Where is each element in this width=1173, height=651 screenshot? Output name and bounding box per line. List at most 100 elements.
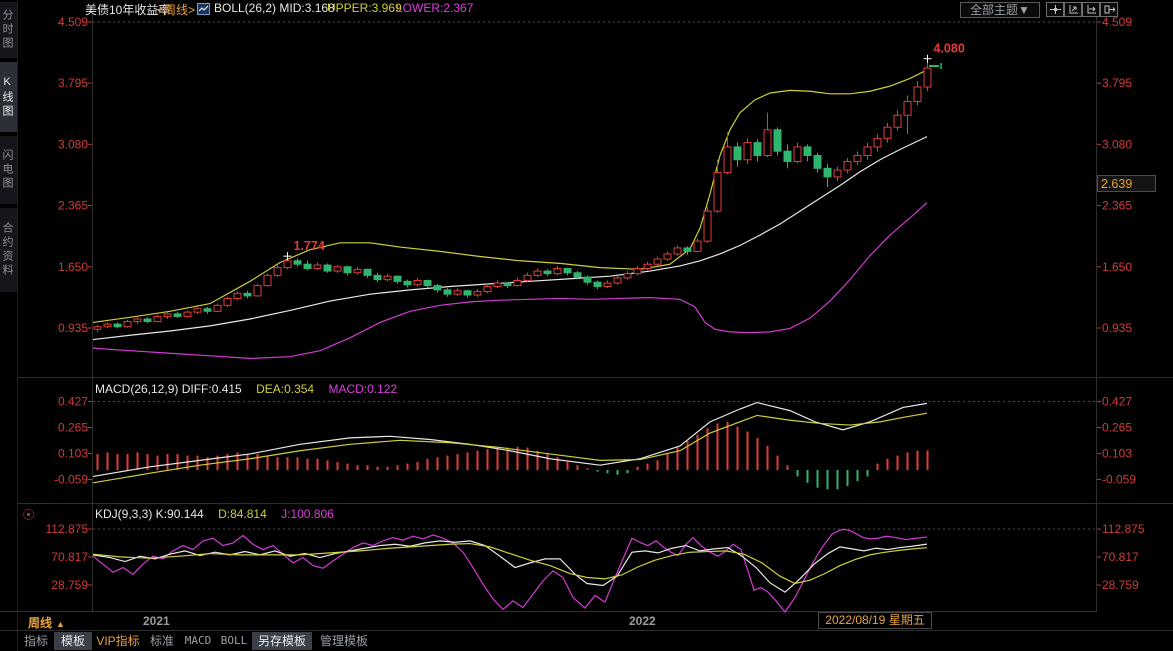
candle-body (93, 326, 102, 330)
pan-right-icon[interactable] (1100, 2, 1118, 17)
y-axis-label: 0.935 (58, 321, 88, 335)
candle-body (703, 210, 712, 242)
candle-body (213, 304, 222, 312)
tab-save-template[interactable]: 另存模板 (252, 632, 312, 650)
candle-body (843, 160, 852, 171)
candle-body (223, 297, 232, 306)
candle-body (883, 126, 892, 139)
candle-body (623, 273, 632, 279)
candle-body (413, 279, 422, 286)
candle-body (283, 260, 292, 269)
kdj-d-label: D:84.814 (218, 507, 267, 521)
sidebar-item-time-chart[interactable]: 分时图 (0, 2, 17, 58)
period-text: 周线 (28, 616, 53, 630)
candle-body (153, 315, 162, 323)
candle-body (893, 114, 902, 128)
y-axis-label: 3.080 (1102, 137, 1132, 151)
y-axis-label: 4.509 (58, 15, 88, 29)
x-axis-year-label: 2021 (143, 614, 170, 628)
candle-body (233, 292, 242, 299)
candle-body (273, 267, 282, 276)
macd-dea-line (92, 412, 928, 484)
macd-panel-header: MACD(26,12,9) DIFF:0.415 DEA:0.354 MACD:… (95, 382, 408, 396)
y-axis-label: 0.427 (58, 394, 88, 408)
macd-diff-label: MACD(26,12,9) DIFF:0.415 (95, 382, 242, 396)
indicator-marker-icon[interactable] (23, 509, 34, 520)
kdj-panel-header: KDJ(9,3,3) K:90.144 D:84.814 J:100.806 (95, 507, 345, 521)
candle-body (833, 169, 842, 178)
macd-value-label: MACD:0.122 (328, 382, 398, 396)
kdj-k-line (92, 540, 928, 593)
scale-x-axis-icon[interactable] (1082, 2, 1100, 17)
candle-body (383, 275, 392, 281)
candle-body (293, 260, 302, 265)
scale-y-axis-icon[interactable] (1064, 2, 1082, 17)
candle-body (713, 172, 722, 212)
tab-macd[interactable]: MACD (184, 634, 212, 647)
candle-body (343, 266, 352, 274)
candle-body (863, 146, 872, 156)
y-axis-label: 1.650 (58, 260, 88, 274)
candle-body (803, 146, 812, 156)
candle-body (583, 276, 592, 283)
macd-dea-label: DEA:0.354 (256, 382, 315, 396)
candle-body (323, 264, 332, 272)
candle-body (553, 267, 562, 275)
period-tag[interactable]: <周线> (157, 3, 196, 17)
tab-vip-indicators[interactable]: VIP指标 (96, 634, 140, 648)
candle-body (513, 279, 522, 287)
boll-lower-line (92, 202, 928, 359)
candle-body (523, 274, 532, 281)
candle-body (263, 274, 272, 287)
y-axis-label: 112.875 (1102, 522, 1145, 536)
candle-body (673, 247, 682, 255)
boll-upper-line (92, 69, 928, 324)
y-axis-label: 2.365 (58, 199, 88, 213)
sidebar-item-flash-chart[interactable]: 闪电图 (0, 136, 17, 204)
period-switch-label[interactable]: 周线 ▲ (28, 614, 65, 631)
y-axis-label: 0.265 (58, 420, 88, 434)
candle-body (563, 267, 572, 274)
candle-body (203, 308, 212, 312)
tab-templates[interactable]: 模板 (54, 632, 92, 650)
tab-manage-template[interactable]: 管理模板 (319, 634, 368, 648)
candle-body (253, 285, 262, 297)
candle-body (783, 150, 792, 162)
candle-body (533, 270, 542, 276)
candle-body (133, 318, 142, 323)
candle-body (923, 67, 932, 88)
candle-body (123, 321, 132, 328)
move-crosshair-icon[interactable] (1046, 2, 1064, 17)
last-date-label: 2022/08/19 星期五 (818, 612, 932, 629)
sidebar-item-contract-info[interactable]: 合约资料 (0, 208, 17, 292)
candle-body (433, 285, 442, 291)
sidebar-item-kline-chart[interactable]: K线图 (0, 62, 17, 132)
candle-body (793, 146, 802, 162)
candle-body (333, 266, 342, 272)
y-axis-label: 3.795 (58, 76, 88, 90)
y-axis-label: 0.935 (1102, 321, 1132, 335)
candle-body (603, 282, 612, 287)
tab-boll[interactable]: BOLL (220, 634, 248, 647)
y-axis-label: 0.103 (58, 446, 88, 460)
candle-body (493, 282, 502, 287)
boll-upper-label: UPPER:3.969 (327, 1, 402, 15)
candle-body (363, 268, 372, 276)
theme-dropdown-button[interactable]: 全部主题▼ (960, 2, 1040, 18)
mini-line-chart-icon[interactable] (197, 2, 210, 15)
candle-body (113, 323, 122, 328)
candle-body (393, 275, 402, 282)
y-axis-label: 112.875 (46, 522, 89, 536)
tab-indicators[interactable]: 指标 (23, 634, 48, 648)
y-axis-label: 2.365 (1102, 199, 1132, 213)
candle-body (593, 281, 602, 287)
boll-mid-label: BOLL(26,2) MID:3.168 (214, 1, 335, 15)
tab-standard[interactable]: 标准 (149, 634, 174, 648)
y-axis-label: 70.817 (1102, 550, 1139, 564)
candle-body (243, 292, 252, 297)
up-triangle-icon: ▲ (56, 619, 65, 629)
candle-body (473, 291, 482, 296)
candle-body (733, 146, 742, 161)
